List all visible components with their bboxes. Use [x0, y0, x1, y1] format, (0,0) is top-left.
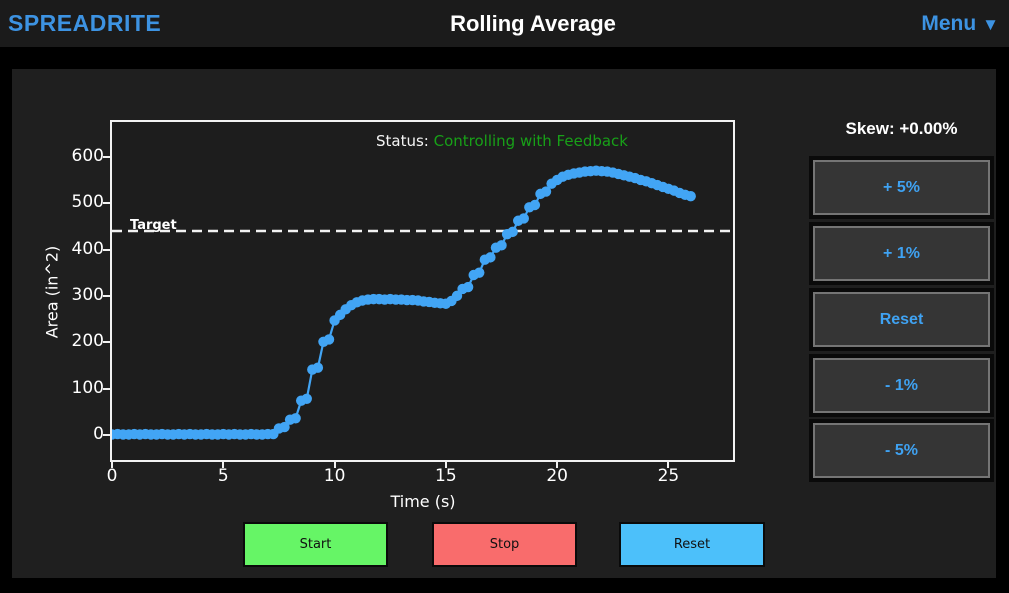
chevron-down-icon: ▼ [982, 15, 999, 34]
data-point [474, 267, 485, 278]
data-point [485, 252, 496, 263]
data-point [451, 290, 463, 302]
x-tick-label: 25 [657, 466, 680, 486]
menu-button[interactable]: Menu ▼ [921, 0, 999, 47]
reset-button[interactable]: Reset [619, 522, 765, 567]
data-point [540, 186, 552, 197]
data-point [529, 199, 541, 211]
y-tick-mark [103, 341, 110, 344]
x-tick-label: 0 [106, 466, 118, 486]
data-point [290, 413, 301, 424]
x-tick-mark [667, 460, 670, 468]
header-bar: SPREADRITE Rolling Average Menu ▼ [0, 0, 1009, 47]
skew-readout: Skew: +0.00% [845, 119, 958, 138]
x-tick-mark [111, 460, 113, 468]
y-tick-label: 0 [93, 423, 104, 444]
x-axis-label: Time (s) [390, 492, 456, 511]
page-title: Rolling Average [450, 11, 616, 36]
data-point [496, 240, 507, 251]
y-tick-mark [103, 433, 110, 436]
y-tick-mark [103, 202, 110, 205]
data-point [323, 334, 335, 345]
data-point [507, 226, 518, 238]
x-tick-mark [556, 460, 559, 468]
y-tick-mark [103, 155, 110, 158]
y-tick-mark [103, 387, 110, 390]
y-tick-label: 400 [71, 238, 104, 259]
x-tick-label: 5 [217, 466, 229, 486]
y-tick-label: 500 [71, 192, 104, 213]
status-label: Status: [375, 132, 434, 150]
stop-button[interactable]: Stop [432, 522, 577, 567]
y-tick-mark [103, 248, 110, 251]
brand-logo: SPREADRITE [8, 10, 162, 36]
y-tick-label: 200 [71, 331, 104, 352]
data-point [301, 393, 312, 404]
skew-reset-button[interactable]: Reset [813, 292, 990, 347]
x-tick-mark [444, 460, 447, 468]
x-tick-label: 15 [435, 466, 457, 486]
skew-plus-1-button[interactable]: + 1% [813, 226, 990, 281]
x-tick-label: 20 [546, 466, 568, 486]
target-line-label: Target [130, 218, 177, 233]
rolling-average-chart [112, 165, 733, 440]
status-value: Controlling with Feedback [433, 132, 629, 150]
y-tick-label: 600 [71, 145, 104, 166]
x-tick-label: 10 [323, 466, 346, 486]
y-tick-label: 300 [71, 284, 104, 305]
x-tick-mark [333, 460, 336, 468]
data-point [518, 213, 529, 224]
y-tick-label: 100 [71, 377, 104, 398]
skew-minus-5-button[interactable]: - 5% [813, 423, 990, 478]
skew-plus-5-button[interactable]: + 5% [813, 160, 990, 215]
data-point [685, 190, 696, 202]
status-text: Status: Controlling with Feedback [376, 132, 628, 150]
y-tick-mark [103, 294, 110, 297]
x-tick-mark [222, 460, 225, 468]
data-point [279, 421, 290, 433]
chart-plot-area: Status: Controlling with Feedback Target [110, 120, 735, 462]
skew-minus-1-button[interactable]: - 1% [813, 358, 990, 413]
start-button[interactable]: Start [243, 522, 388, 567]
menu-label: Menu [921, 12, 977, 35]
data-point [462, 281, 474, 293]
data-point [312, 362, 324, 373]
